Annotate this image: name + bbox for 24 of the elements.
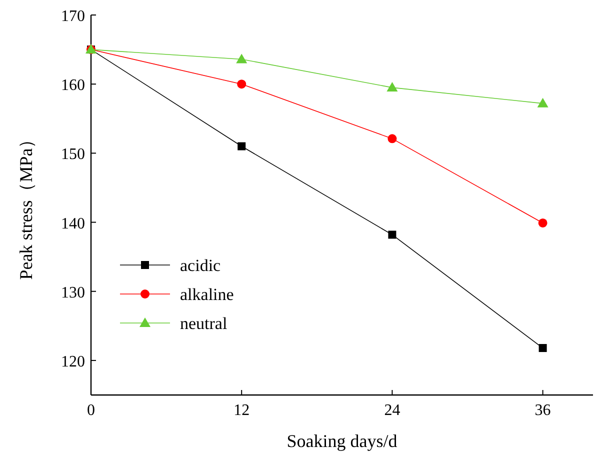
point bbox=[388, 230, 396, 239]
point bbox=[537, 98, 548, 108]
y-tick-label: 130 bbox=[61, 284, 85, 302]
y-axis-title: Peak stress（MPa） bbox=[16, 130, 36, 280]
point bbox=[388, 134, 397, 144]
y-tick-label: 170 bbox=[61, 8, 85, 25]
point bbox=[538, 344, 547, 352]
x-tick-label: 36 bbox=[534, 402, 551, 419]
x-tick-label: 24 bbox=[384, 402, 400, 419]
y-tick-label: 160 bbox=[61, 77, 85, 94]
y-tick-label: 120 bbox=[61, 353, 85, 370]
x-tick-label: 0 bbox=[87, 402, 95, 419]
legend-label: neutral bbox=[180, 314, 228, 333]
legend-label: acidic bbox=[180, 256, 222, 275]
y-tick-label: 140 bbox=[61, 215, 85, 232]
point bbox=[237, 80, 246, 89]
legend-label: alkaline bbox=[180, 285, 234, 304]
point bbox=[238, 142, 246, 150]
point bbox=[386, 82, 398, 92]
y-tick-label: 150 bbox=[61, 146, 85, 164]
x-tick-label: 12 bbox=[234, 402, 250, 419]
point bbox=[236, 54, 248, 64]
point bbox=[538, 218, 548, 228]
x-axis-title: Soaking days/d bbox=[286, 431, 398, 451]
